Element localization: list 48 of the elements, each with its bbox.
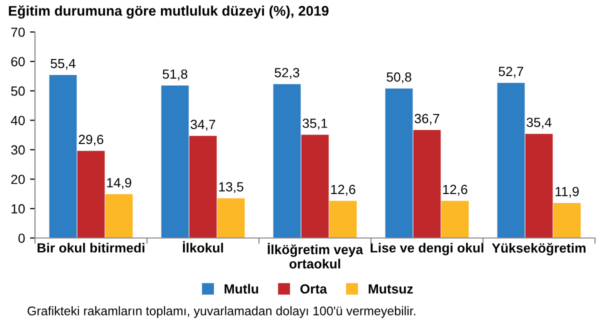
data-label: 12,6 xyxy=(331,184,356,196)
legend-label: Orta xyxy=(300,284,328,294)
data-label: 29,6 xyxy=(78,134,104,146)
y-tick-label: 20 xyxy=(11,174,25,184)
x-tick-label: Lise ve dengi okul xyxy=(370,242,484,256)
bar xyxy=(189,136,217,238)
y-tick-label: 60 xyxy=(11,56,25,66)
bar xyxy=(497,82,525,238)
x-tick-label: Yükseköğretim xyxy=(492,242,586,256)
bar xyxy=(105,194,133,238)
data-label: 36,7 xyxy=(414,114,440,125)
data-label: 35,4 xyxy=(526,118,552,129)
text: Grafikteki rakamların toplamı, yuvarlamadan dolayı 100'ü vermeyebilir. xyxy=(28,306,416,318)
data-label: 52,3 xyxy=(274,68,300,79)
data-label: 11,9 xyxy=(556,186,579,198)
data-label: 50,8 xyxy=(386,72,412,84)
data-label: 12,6 xyxy=(443,184,468,196)
bar xyxy=(385,88,413,238)
x-tick-label: İlköğretim veya ortaokul xyxy=(268,242,364,269)
legend-label: Mutlu xyxy=(224,284,258,294)
data-label: 35,1 xyxy=(302,118,328,130)
bar xyxy=(553,202,581,238)
bar xyxy=(301,134,329,238)
bar xyxy=(161,86,189,238)
y-tick-label: 0 xyxy=(18,234,25,243)
chart-title: Eğitim durumuna göre mutluluk düzeyi (%), 2019 xyxy=(8,5,329,19)
x-tick-label: İlkokul xyxy=(182,241,223,253)
bar xyxy=(217,198,245,238)
data-label: 34,7 xyxy=(190,120,216,131)
y-tick-label: 40 xyxy=(10,116,25,126)
data-label: 52,7 xyxy=(498,66,524,78)
y-tick-label: 30 xyxy=(11,145,25,155)
legend-label: Mutsuz xyxy=(368,284,413,294)
y-tick-label: 50 xyxy=(11,86,25,96)
bar xyxy=(525,134,553,238)
x-tick-label: Bir okul bitirmedi xyxy=(38,242,144,253)
bar xyxy=(49,74,77,238)
bar xyxy=(413,130,441,238)
data-label: 51,8 xyxy=(162,69,188,80)
bar xyxy=(329,200,357,238)
y-tick-label: 10 xyxy=(12,204,25,214)
data-label: 14,9 xyxy=(107,178,132,189)
bar xyxy=(77,150,105,238)
data-label: 13,5 xyxy=(219,182,244,194)
y-tick-label: 70 xyxy=(11,28,25,37)
data-label: 55,4 xyxy=(50,58,76,70)
bar xyxy=(273,84,301,238)
bar xyxy=(441,200,469,238)
